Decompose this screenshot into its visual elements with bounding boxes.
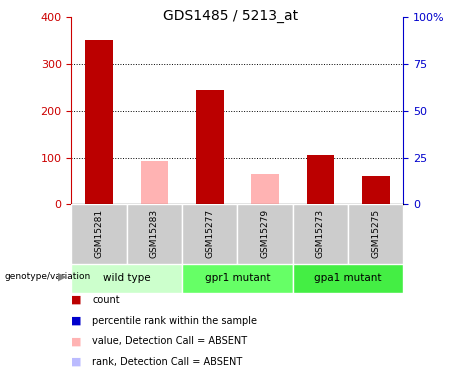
Text: GSM15275: GSM15275 <box>371 209 380 258</box>
Bar <box>196 90 224 204</box>
Bar <box>141 161 168 204</box>
Text: rank, Detection Call = ABSENT: rank, Detection Call = ABSENT <box>92 357 242 367</box>
Text: value, Detection Call = ABSENT: value, Detection Call = ABSENT <box>92 336 247 346</box>
Bar <box>71 264 182 292</box>
Bar <box>237 204 293 264</box>
Bar <box>307 155 334 204</box>
Text: ■: ■ <box>71 336 82 346</box>
Bar <box>293 204 348 264</box>
Text: ■: ■ <box>71 357 82 367</box>
Bar <box>71 204 127 264</box>
Text: ■: ■ <box>71 316 82 326</box>
Text: GSM15273: GSM15273 <box>316 209 325 258</box>
Text: GSM15283: GSM15283 <box>150 209 159 258</box>
Text: ■: ■ <box>71 295 82 305</box>
Text: ▶: ▶ <box>58 272 66 282</box>
Bar <box>85 40 113 204</box>
Text: GSM15281: GSM15281 <box>95 209 104 258</box>
Bar <box>127 204 182 264</box>
Text: gpa1 mutant: gpa1 mutant <box>314 273 382 284</box>
Bar <box>362 176 390 204</box>
Bar <box>182 204 237 264</box>
Text: gpr1 mutant: gpr1 mutant <box>205 273 270 284</box>
Text: GDS1485 / 5213_at: GDS1485 / 5213_at <box>163 9 298 23</box>
Bar <box>251 174 279 204</box>
Text: genotype/variation: genotype/variation <box>5 272 91 281</box>
Text: percentile rank within the sample: percentile rank within the sample <box>92 316 257 326</box>
Text: GSM15277: GSM15277 <box>205 209 214 258</box>
Bar <box>348 204 403 264</box>
Text: GSM15279: GSM15279 <box>260 209 270 258</box>
Bar <box>182 264 293 292</box>
Text: count: count <box>92 295 120 305</box>
Bar <box>293 264 403 292</box>
Text: wild type: wild type <box>103 273 151 284</box>
